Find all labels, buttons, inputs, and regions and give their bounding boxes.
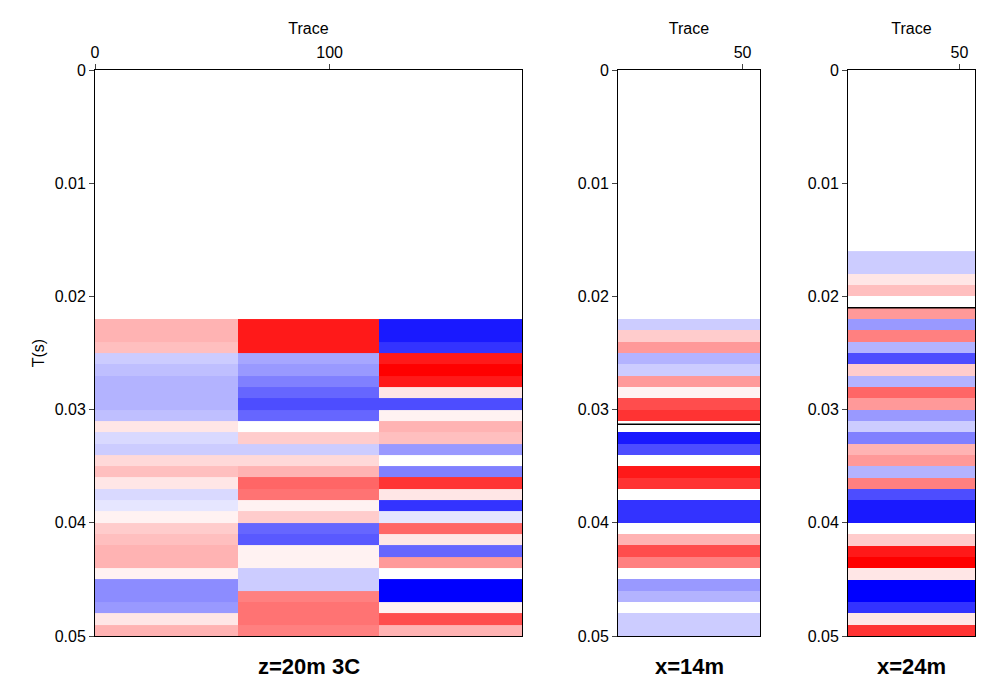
svg-text:0: 0	[600, 62, 609, 79]
svg-text:0.05: 0.05	[808, 628, 839, 645]
svg-text:0.04: 0.04	[808, 514, 839, 531]
svg-text:0.03: 0.03	[578, 401, 609, 418]
svg-text:0: 0	[77, 62, 86, 79]
svg-text:Trace: Trace	[669, 20, 709, 37]
svg-text:0.01: 0.01	[808, 175, 839, 192]
svg-text:0.02: 0.02	[55, 288, 86, 305]
svg-text:0.04: 0.04	[578, 514, 609, 531]
svg-text:Trace: Trace	[891, 20, 931, 37]
svg-text:0.03: 0.03	[55, 401, 86, 418]
svg-text:50: 50	[734, 44, 752, 61]
svg-text:0: 0	[91, 44, 100, 61]
svg-text:x=24m: x=24m	[877, 654, 946, 679]
svg-text:0.02: 0.02	[808, 288, 839, 305]
svg-text:0: 0	[830, 62, 839, 79]
svg-text:50: 50	[951, 44, 969, 61]
svg-text:0.01: 0.01	[578, 175, 609, 192]
svg-text:x=14m: x=14m	[655, 654, 724, 679]
svg-text:Trace: Trace	[288, 20, 328, 37]
svg-text:100: 100	[316, 44, 343, 61]
svg-text:0.05: 0.05	[578, 628, 609, 645]
svg-text:0.02: 0.02	[578, 288, 609, 305]
svg-text:0.03: 0.03	[808, 401, 839, 418]
svg-text:0.01: 0.01	[55, 175, 86, 192]
svg-text:z=20m 3C: z=20m 3C	[258, 654, 360, 679]
svg-text:0.05: 0.05	[55, 628, 86, 645]
svg-text:T(s): T(s)	[30, 339, 47, 367]
svg-text:0.04: 0.04	[55, 514, 86, 531]
